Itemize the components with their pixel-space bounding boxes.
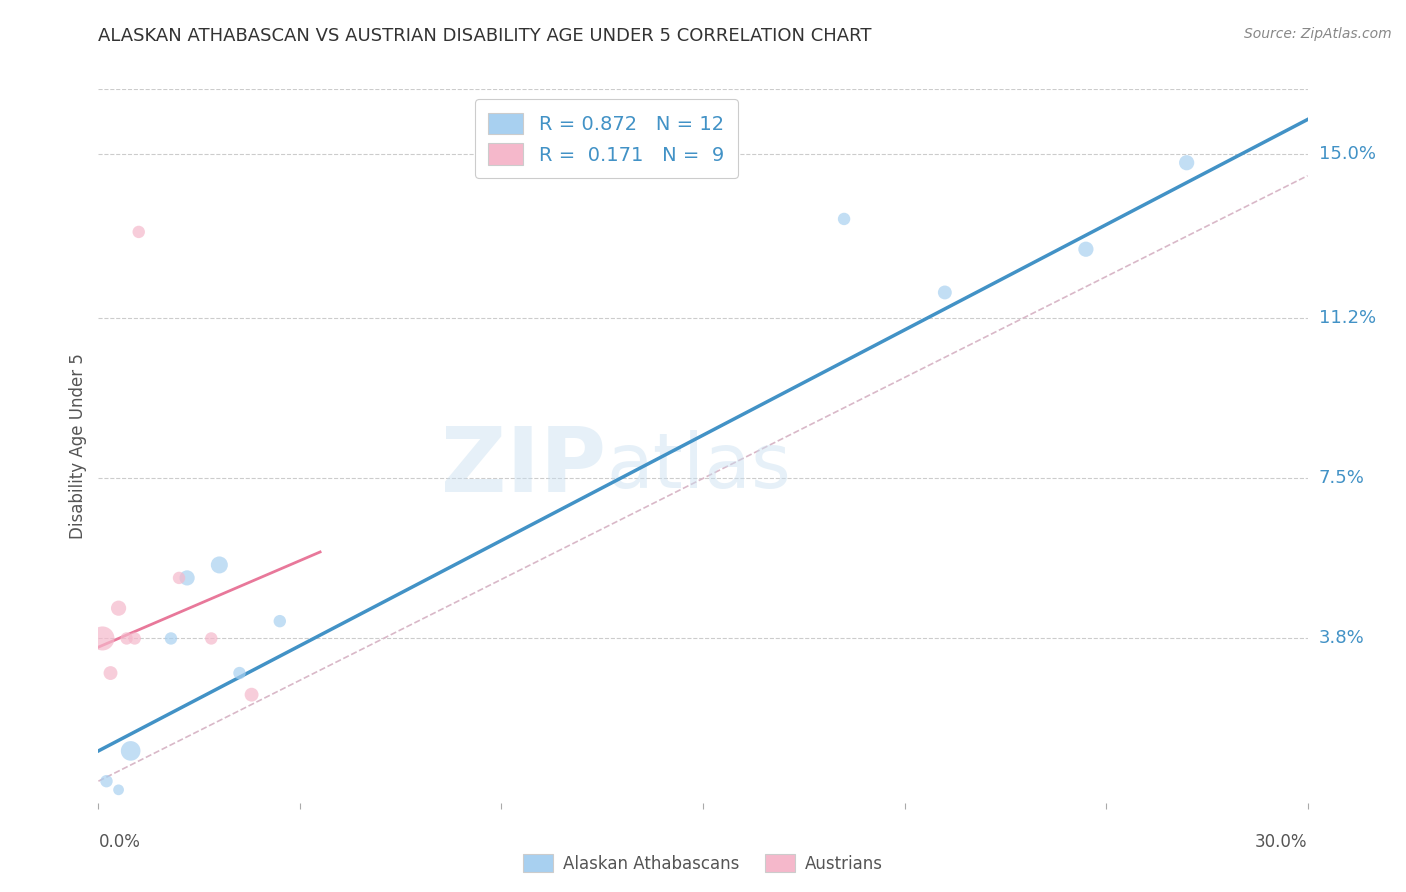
Point xyxy=(107,601,129,615)
Point xyxy=(124,632,146,646)
Point xyxy=(107,782,129,797)
Point xyxy=(1074,242,1097,256)
Y-axis label: Disability Age Under 5: Disability Age Under 5 xyxy=(69,353,87,539)
Point xyxy=(228,666,250,681)
Text: Source: ZipAtlas.com: Source: ZipAtlas.com xyxy=(1244,27,1392,41)
Point xyxy=(120,744,142,758)
Text: ZIP: ZIP xyxy=(441,424,606,511)
Text: ALASKAN ATHABASCAN VS AUSTRIAN DISABILITY AGE UNDER 5 CORRELATION CHART: ALASKAN ATHABASCAN VS AUSTRIAN DISABILIT… xyxy=(98,27,872,45)
Text: 11.2%: 11.2% xyxy=(1319,310,1376,327)
Point xyxy=(240,688,263,702)
Text: 3.8%: 3.8% xyxy=(1319,630,1364,648)
Text: 30.0%: 30.0% xyxy=(1256,833,1308,851)
Text: 7.5%: 7.5% xyxy=(1319,469,1365,487)
Text: 0.0%: 0.0% xyxy=(98,833,141,851)
Point xyxy=(160,632,183,646)
Point xyxy=(91,632,114,646)
Point xyxy=(167,571,190,585)
Point xyxy=(200,632,222,646)
Point xyxy=(269,614,291,628)
Point xyxy=(115,632,138,646)
Legend: R = 0.872   N = 12, R =  0.171   N =  9: R = 0.872 N = 12, R = 0.171 N = 9 xyxy=(475,99,738,178)
Point xyxy=(832,211,855,226)
Point xyxy=(934,285,956,300)
Text: 15.0%: 15.0% xyxy=(1319,145,1375,163)
Point xyxy=(208,558,231,572)
Legend: Alaskan Athabascans, Austrians: Alaskan Athabascans, Austrians xyxy=(516,847,890,880)
Point xyxy=(1175,155,1198,169)
Point xyxy=(128,225,150,239)
Point xyxy=(96,774,118,789)
Point xyxy=(100,666,122,681)
Point xyxy=(176,571,198,585)
Text: atlas: atlas xyxy=(606,431,792,504)
